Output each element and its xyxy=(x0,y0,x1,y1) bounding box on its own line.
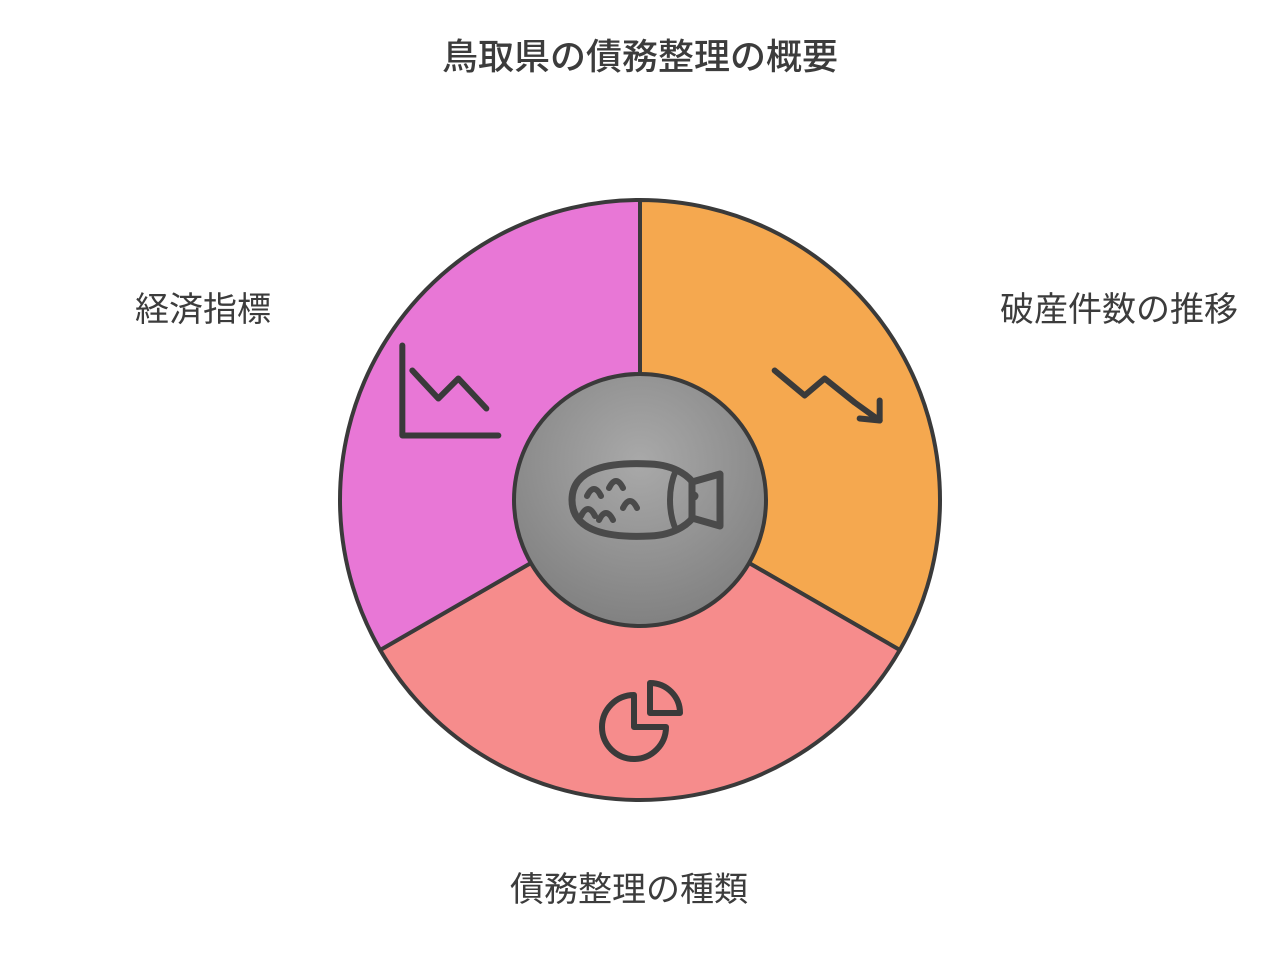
diagram-stage: 鳥取県の債務整理の概要 破産件数の推移債務整理の種類 経済指標 xyxy=(0,0,1280,966)
radial-chart xyxy=(0,0,1280,966)
label-debt_types: 債務整理の種類 xyxy=(510,862,748,911)
label-bankruptcy_trend: 破産件数の推移 xyxy=(1000,282,1238,331)
diagram-title: 鳥取県の債務整理の概要 xyxy=(0,28,1280,80)
label-econ_index: 経済指標 xyxy=(135,282,271,331)
center-circle xyxy=(514,374,766,626)
